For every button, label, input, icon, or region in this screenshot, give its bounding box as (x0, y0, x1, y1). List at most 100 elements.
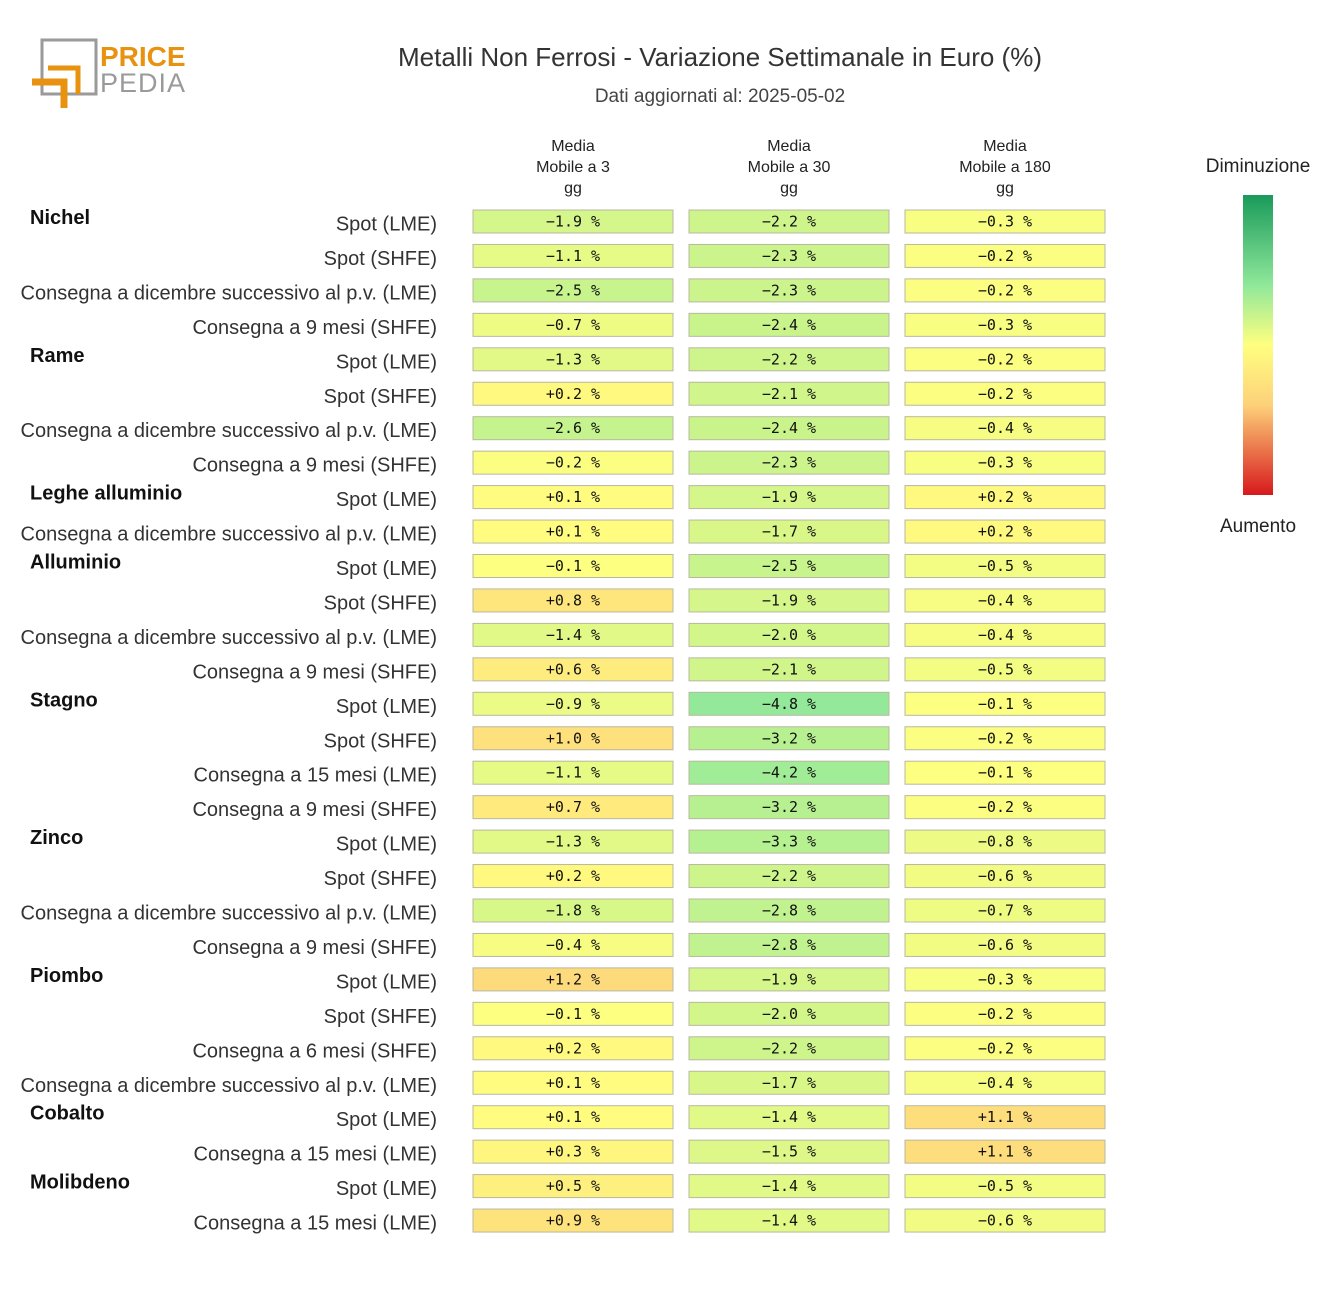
cell-value-label: −2.4 % (762, 316, 816, 334)
heatmap-cell (904, 416, 1106, 441)
cell-value-label: −3.2 % (762, 798, 816, 816)
cell-value-label: −1.7 % (762, 523, 816, 541)
heatmap-cell (904, 278, 1106, 303)
heatmap-cell (688, 554, 890, 578)
row-label: Spot (LME) (336, 971, 437, 993)
cell-value-label: +0.1 % (546, 523, 600, 541)
cell-value-label: −2.5 % (762, 557, 816, 575)
cell-value-label: −0.1 % (978, 695, 1032, 713)
row-label: Consegna a dicembre successivo al p.v. (… (21, 420, 437, 442)
cell-value-label: −2.3 % (762, 281, 816, 299)
heatmap-cell (472, 829, 674, 854)
row-label: Spot (LME) (336, 696, 437, 718)
heatmap-cell (472, 209, 674, 234)
pricepedia-logo-mark: PRICE PEDIA (32, 38, 186, 108)
row-label: Consegna a 15 mesi (LME) (194, 1144, 437, 1166)
heatmap-cell (688, 1070, 890, 1095)
row-label: Consegna a 9 mesi (SHFE) (192, 799, 437, 821)
cell-value-label: −1.9 % (762, 591, 816, 609)
cell-value-label: −0.4 % (978, 419, 1032, 437)
column-header-line: gg (780, 180, 798, 197)
group-label: Piombo (30, 965, 103, 987)
heatmap-cell (904, 554, 1106, 578)
heatmap-cell (472, 864, 674, 889)
cell-value-label: −1.9 % (762, 488, 816, 506)
cell-value-label: −0.3 % (978, 316, 1032, 334)
heatmap-cell (688, 278, 890, 303)
heatmap-cell (472, 381, 674, 406)
heatmap-cell (688, 1105, 890, 1130)
row-label: Consegna a dicembre successivo al p.v. (… (21, 282, 437, 304)
heatmap-cell (904, 795, 1106, 820)
heatmap-cell (904, 657, 1106, 682)
heatmap-cell (904, 829, 1106, 854)
row-label: Spot (SHFE) (324, 730, 437, 752)
heatmap-cell (472, 795, 674, 820)
row-label: Consegna a 6 mesi (SHFE) (192, 1040, 437, 1062)
cell-value-label: −0.2 % (978, 798, 1032, 816)
cell-value-label: −0.3 % (978, 454, 1032, 472)
heatmap-cell (904, 347, 1106, 372)
heatmap-cell (688, 622, 890, 647)
cell-value-label: −1.5 % (762, 1143, 816, 1161)
heatmap-cell (904, 967, 1106, 992)
legend-bottom-label: Aumento (1220, 516, 1296, 537)
group-label: Leghe alluminio (30, 483, 182, 505)
cell-value-label: +0.5 % (546, 1177, 600, 1195)
cell-value-label: −0.1 % (546, 557, 600, 575)
cell-value-label: +0.1 % (546, 488, 600, 506)
heatmap-cell (472, 1036, 674, 1061)
heatmap-cell (904, 450, 1106, 475)
heatmap-cell (472, 622, 674, 647)
cell-value-label: −2.2 % (762, 213, 816, 231)
cell-value-label: −0.1 % (978, 764, 1032, 782)
cell-value-label: +0.2 % (978, 488, 1032, 506)
column-header-line: gg (996, 180, 1014, 197)
cell-value-label: −2.0 % (762, 1005, 816, 1023)
cell-value-label: +0.2 % (546, 1039, 600, 1057)
heatmap-cell (904, 381, 1106, 406)
heatmap-cell (472, 760, 674, 785)
group-label: Cobalto (30, 1103, 104, 1125)
cell-value-label: −1.4 % (762, 1108, 816, 1126)
cell-value-label: −2.8 % (762, 902, 816, 920)
column-header-line: Mobile a 3 (536, 159, 610, 176)
cell-value-label: +0.6 % (546, 660, 600, 678)
cell-value-label: +1.1 % (978, 1108, 1032, 1126)
cell-value-label: −0.2 % (978, 385, 1032, 403)
chart-subtitle: Dati aggiornati al: 2025-05-02 (594, 86, 846, 107)
heatmap-cell (904, 760, 1106, 785)
cell-value-label: −0.8 % (978, 833, 1032, 851)
group-label: Nichel (30, 207, 90, 229)
heatmap-cell (904, 1105, 1106, 1130)
cell-value-label: −0.2 % (978, 350, 1032, 368)
heatmap-cell (472, 1070, 674, 1095)
heatmap-cell (904, 519, 1106, 544)
heatmap-cell (688, 1001, 890, 1026)
cell-value-label: −1.4 % (762, 1177, 816, 1195)
heatmap-cell (472, 932, 674, 957)
heatmap-cell (904, 1208, 1106, 1233)
cell-value-label: −2.5 % (546, 281, 600, 299)
cell-value-label: +0.1 % (546, 1108, 600, 1126)
color-legend: Diminuzione Aumento (1206, 156, 1311, 537)
heatmap-cell (688, 1036, 890, 1061)
cell-value-label: −0.3 % (978, 213, 1032, 231)
heatmap-cell (688, 657, 890, 682)
heatmap-cell (688, 795, 890, 820)
group-label: Alluminio (30, 552, 121, 574)
row-label: Consegna a dicembre successivo al p.v. (… (21, 903, 437, 925)
cell-value-label: −0.2 % (978, 1039, 1032, 1057)
heatmap-cell (904, 209, 1106, 234)
row-label: Consegna a 9 mesi (SHFE) (192, 455, 437, 477)
cell-value-label: −1.9 % (762, 970, 816, 988)
cell-value-label: −0.5 % (978, 660, 1032, 678)
cell-value-label: +1.0 % (546, 729, 600, 747)
legend-top-label: Diminuzione (1206, 156, 1311, 177)
cell-value-label: +0.9 % (546, 1212, 600, 1230)
heatmap-cell (688, 760, 890, 785)
cell-value-label: −0.9 % (546, 695, 600, 713)
heatmap-cell (688, 932, 890, 957)
heatmap-cell (472, 278, 674, 303)
